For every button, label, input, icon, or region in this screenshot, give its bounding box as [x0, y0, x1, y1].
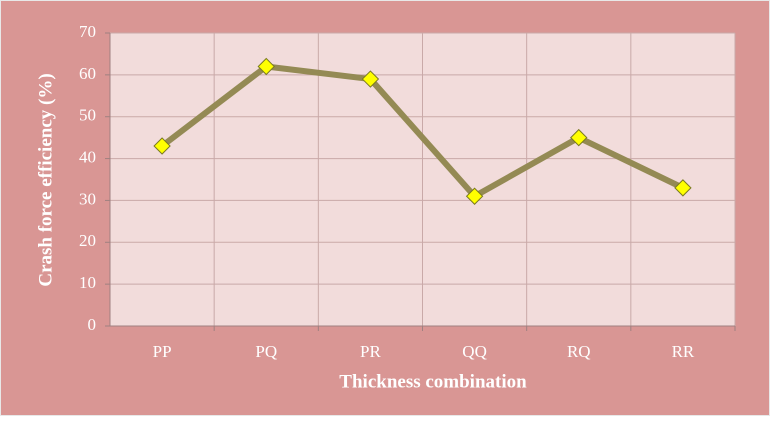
- line: [160, 63, 685, 200]
- x-tick-label: RR: [672, 342, 695, 361]
- marker: [570, 128, 588, 147]
- y-tick-label: 50: [79, 106, 96, 125]
- y-tick-label: 0: [88, 315, 97, 334]
- x-tick-label: PR: [360, 342, 381, 361]
- marker: [674, 179, 692, 197]
- marker: [153, 137, 171, 155]
- y-tick-label: 70: [79, 22, 96, 41]
- y-axis-title: Crash force efficiency (%): [35, 73, 56, 286]
- marker: [257, 57, 275, 76]
- x-axis-title: Thickness combination: [339, 371, 527, 392]
- marker: [361, 70, 380, 88]
- x-tick-label: PQ: [255, 342, 277, 361]
- y-tick-label: 10: [79, 273, 96, 292]
- y-tick-label: 20: [79, 231, 96, 250]
- y-tick-label: 30: [79, 189, 96, 208]
- x-tick-label: RQ: [567, 342, 591, 361]
- marker: [465, 187, 484, 205]
- x-tick-label: QQ: [462, 342, 487, 361]
- y-tick-label: 60: [79, 64, 96, 83]
- y-tick-label: 40: [79, 147, 96, 166]
- x-tick-label: PP: [153, 342, 172, 361]
